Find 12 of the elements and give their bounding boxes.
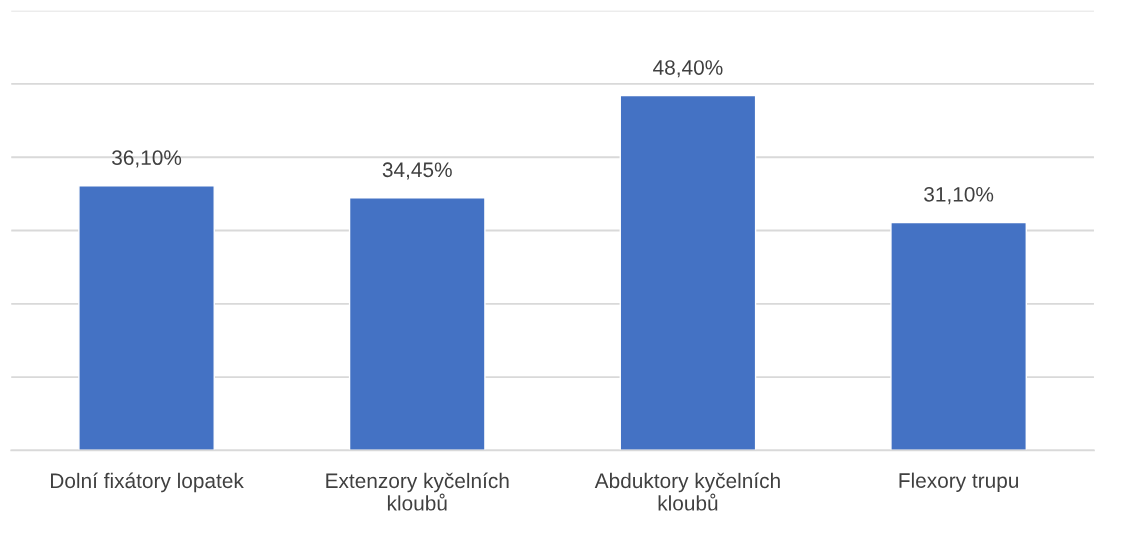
data-label: 48,40%	[653, 60, 723, 78]
bar	[78, 185, 215, 451]
x-tick-label: Dolní fixátory lopatek	[51, 472, 244, 493]
data-label: 31,10%	[924, 186, 994, 205]
data-label: 34,45%	[382, 162, 452, 180]
data-label: 36,10%	[112, 150, 182, 168]
x-tick-label: Flexory trupu	[899, 472, 1019, 493]
bar	[348, 197, 486, 451]
x-tick-label: Abduktory kyčelních kloubů	[594, 472, 780, 511]
bar	[619, 94, 757, 451]
bar	[890, 221, 1027, 451]
x-tick-label: Extenzory kyčelních kloubů	[326, 472, 509, 511]
